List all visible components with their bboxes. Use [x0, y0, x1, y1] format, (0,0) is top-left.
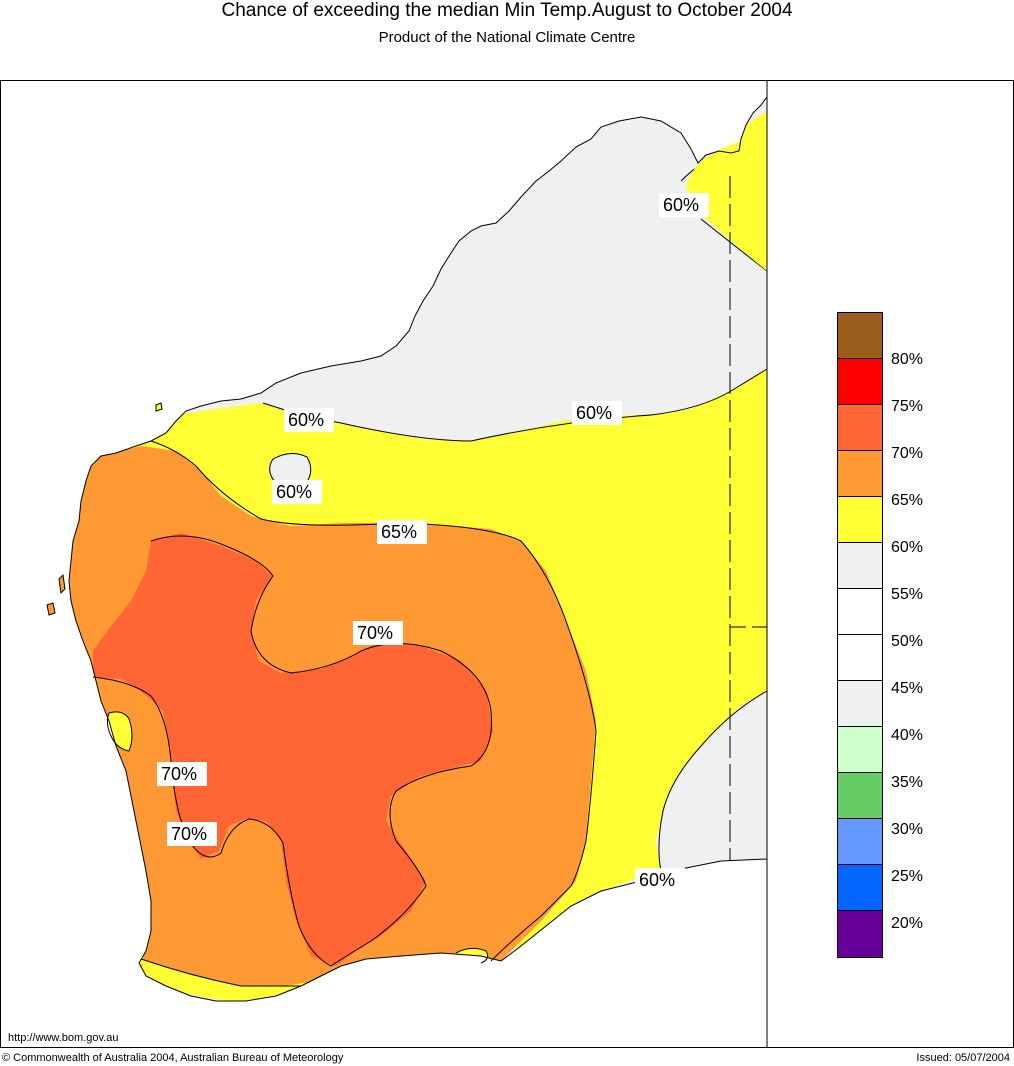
legend-swatch [838, 727, 882, 773]
legend-label: 20% [891, 915, 924, 932]
legend-swatch [838, 543, 882, 589]
map-title: Chance of exceeding the median Min Temp.… [221, 0, 793, 21]
map-panel: 60% 60% 60% 60% 65% 70% 70% 70% 60% [0, 80, 1014, 1048]
contour-label-60-north: 60% [663, 195, 699, 215]
legend-swatch [838, 865, 882, 911]
legend-swatch [838, 773, 882, 819]
legend-swatch [838, 635, 882, 681]
copyright-notice: © Commonwealth of Australia 2004, Austra… [2, 1052, 344, 1064]
legend-swatch [838, 819, 882, 865]
legend-swatch [838, 359, 882, 405]
contour-label-65: 65% [381, 522, 417, 542]
legend-swatch [838, 313, 882, 359]
legend-label: 35% [891, 774, 924, 791]
legend-label: 25% [891, 868, 924, 885]
map-canvas: 60% 60% 60% 60% 65% 70% 70% 70% 60% [46, 81, 768, 1047]
legend-swatch [838, 911, 882, 957]
legend-swatch [838, 405, 882, 451]
legend-label: 75% [891, 398, 924, 415]
issued-date: Issued: 05/07/2004 [916, 1052, 1010, 1064]
legend-colorbar [837, 312, 883, 958]
legend-label: 65% [891, 492, 924, 509]
contour-label-70-west-b: 70% [171, 824, 207, 844]
legend-label: 80% [891, 351, 924, 368]
legend-swatch [838, 589, 882, 635]
contour-label-60-central: 60% [576, 403, 612, 423]
legend-label: 55% [891, 586, 924, 603]
contour-label-70-west-a: 70% [161, 764, 197, 784]
contour-label-60-west: 60% [288, 410, 324, 430]
legend-swatch [838, 681, 882, 727]
legend-label: 30% [891, 821, 924, 838]
legend-label: 45% [891, 680, 924, 697]
legend-label: 60% [891, 539, 924, 556]
legend-swatch [838, 497, 882, 543]
zone-70-75 [93, 533, 493, 966]
coastline [68, 96, 768, 1002]
source-url[interactable]: http://www.bom.gov.au [8, 1032, 119, 1044]
map-subtitle: Product of the National Climate Centre [378, 29, 636, 46]
legend-swatch [838, 451, 882, 497]
contour-label-60-south: 60% [639, 870, 675, 890]
legend-label: 70% [891, 445, 924, 462]
legend-label: 50% [891, 633, 924, 650]
contour-label-70-central: 70% [357, 623, 393, 643]
legend-label: 40% [891, 727, 924, 744]
contour-label-60-inland: 60% [276, 482, 312, 502]
